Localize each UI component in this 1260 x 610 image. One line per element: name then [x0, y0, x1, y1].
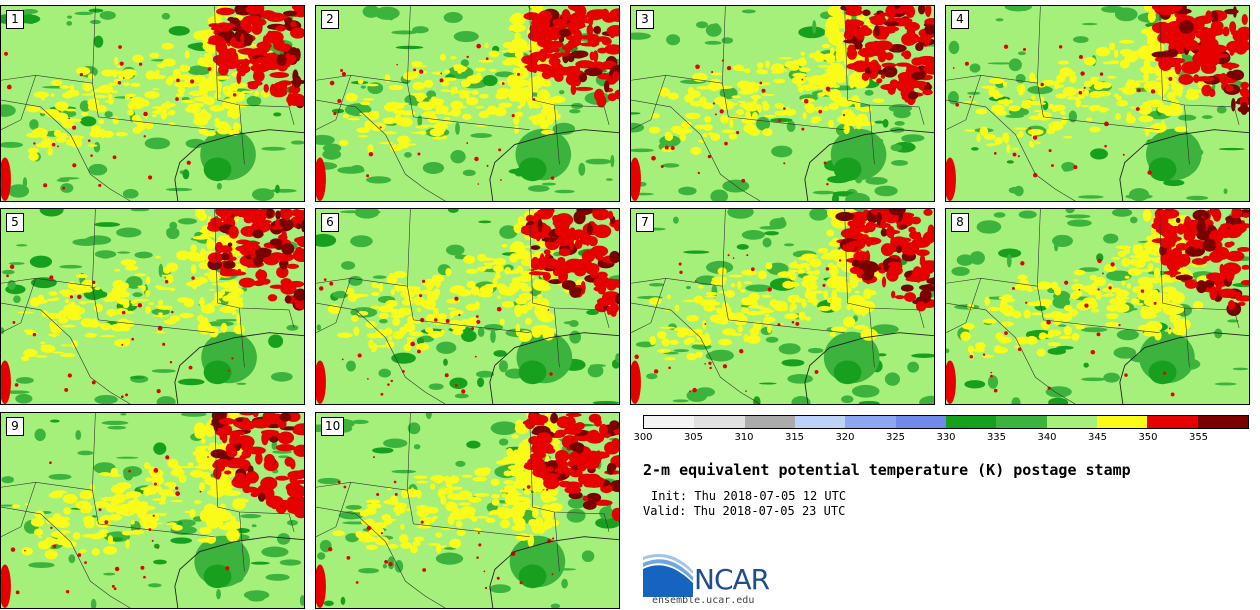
colorbar-segment: [845, 416, 896, 428]
colorbar-tick-label: 320: [835, 432, 855, 443]
colorbar-segment: [694, 416, 745, 428]
colorbar-segment: [794, 416, 846, 428]
theta-e-map: [316, 6, 619, 201]
member-number: 7: [636, 213, 654, 232]
member-number: 1: [6, 10, 24, 29]
theta-e-map: [1, 6, 304, 201]
colorbar-tick-label: 315: [784, 432, 805, 443]
ensemble-member-panel: 5: [0, 208, 305, 405]
ensemble-member-panel: 10: [315, 412, 620, 609]
init-time: Init: Thu 2018-07-05 12 UTC: [651, 489, 847, 503]
member-number: 8: [951, 213, 969, 232]
ensemble-member-panel: 8: [945, 208, 1250, 405]
logo-url: ensemble.ucar.edu: [652, 595, 755, 606]
ensemble-member-panel: 4: [945, 5, 1250, 202]
colorbar-tick-label: 300: [633, 432, 653, 443]
theta-e-map: [631, 6, 934, 201]
colorbar-segment: [1147, 416, 1198, 428]
colorbar-tick-label: 330: [936, 432, 956, 443]
colorbar-segment: [945, 416, 997, 428]
colorbar-tick-label: 350: [1138, 432, 1158, 443]
ensemble-member-panel: 9: [0, 412, 305, 609]
theta-e-map: [631, 209, 934, 404]
member-number: 5: [6, 213, 24, 232]
ensemble-member-panel: 7: [630, 208, 935, 405]
ensemble-member-panel: 6: [315, 208, 620, 405]
theta-e-map: [1, 209, 304, 404]
colorbar-ticks: 300 305 310 315 320 325 330 335 340 345 …: [633, 432, 1249, 446]
colorbar-segment: [996, 416, 1047, 428]
colorbar-tick-label: 340: [1037, 432, 1057, 443]
colorbar-segment: [1046, 416, 1097, 428]
theta-e-map: [946, 209, 1249, 404]
colorbar-segment: [1096, 416, 1148, 428]
logo-name: NCAR: [694, 563, 770, 596]
theta-e-map: [316, 209, 619, 404]
valid-time: Valid: Thu 2018-07-05 23 UTC: [643, 504, 846, 518]
figure-title: 2-m equivalent potential temperature (K)…: [643, 461, 1131, 479]
member-number: 2: [321, 10, 339, 29]
ncar-logo-icon: [643, 554, 693, 597]
ensemble-member-panel: 2: [315, 5, 620, 202]
colorbar-segment: [744, 416, 795, 428]
member-number: 10: [321, 417, 345, 436]
colorbar-segment: [644, 416, 695, 428]
colorbar-segment: [895, 416, 946, 428]
ensemble-member-panel: 3: [630, 5, 935, 202]
colorbar-tick-label: 335: [986, 432, 1007, 443]
colorbar-tick-label: 310: [734, 432, 754, 443]
ensemble-member-panel: 1: [0, 5, 305, 202]
member-number: 4: [951, 10, 969, 29]
colorbar-tick-label: 345: [1087, 432, 1108, 443]
member-number: 6: [321, 213, 339, 232]
theta-e-map: [316, 413, 619, 608]
theta-e-map: [1, 413, 304, 608]
member-number: 3: [636, 10, 654, 29]
colorbar-tick-label: 355: [1188, 432, 1209, 443]
colorbar-segment: [1197, 416, 1248, 428]
colorbar-tick-label: 305: [683, 432, 704, 443]
colorbar-tick-label: 325: [885, 432, 906, 443]
colorbar: [643, 415, 1249, 429]
member-number: 9: [6, 417, 24, 436]
theta-e-map: [946, 6, 1249, 201]
